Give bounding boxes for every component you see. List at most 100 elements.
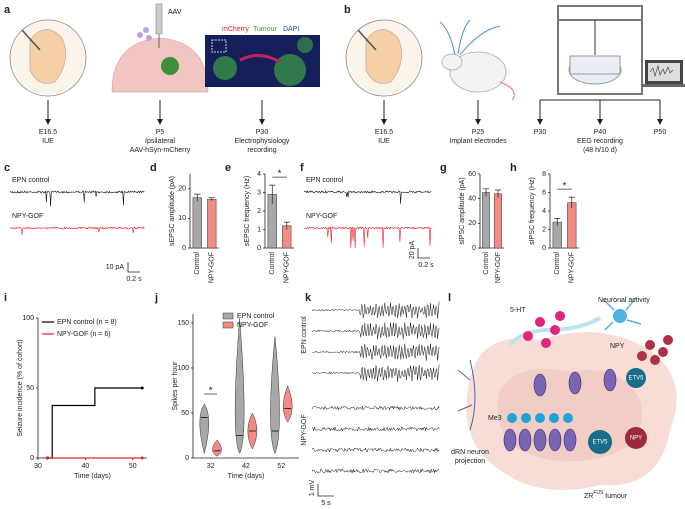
bar — [207, 198, 217, 249]
y-axis-label: sIPSC frequency (Hz) — [529, 177, 536, 245]
y-tick-label: 20 — [178, 186, 186, 193]
etv5-label: ETV5 — [592, 440, 608, 446]
eeg-trace — [311, 447, 440, 453]
y-axis-label: sEPSC amplitude (pA) — [169, 176, 176, 246]
y-tick-label: 2 — [542, 226, 546, 233]
bar — [552, 221, 562, 249]
x-tick-label: 32 — [207, 463, 215, 470]
eeg-trace — [312, 426, 440, 432]
timepoint: P40 — [594, 129, 607, 136]
legend-swatch — [222, 312, 234, 320]
group-label: NPY-GOF — [306, 213, 337, 220]
panel-label: f — [300, 162, 304, 174]
x-tick-label: NPY-GOF — [209, 252, 216, 283]
eeg-trace — [311, 301, 440, 319]
timepoint: E16.5 — [39, 129, 57, 136]
y-tick-label: 100 — [177, 365, 189, 372]
scale-label: 1 mV — [309, 480, 316, 497]
y-axis-label: sEPSC frequency (Hz) — [244, 176, 251, 246]
x-tick-label: Control — [483, 252, 490, 275]
scale-label: 10 pA — [106, 264, 125, 271]
y-tick-label: 0 — [472, 245, 476, 252]
y-tick-label: 0 — [542, 245, 546, 252]
trace — [303, 226, 432, 249]
activity-label: Neuronal activity — [598, 297, 650, 304]
panel-a-art — [9, 3, 320, 97]
y-tick-label: 60 — [468, 171, 476, 178]
timeline-a — [45, 100, 265, 125]
error-bar — [495, 189, 501, 198]
violin — [234, 318, 245, 455]
x-axis-label: Time (days) — [228, 473, 265, 480]
y-tick-label: 0 — [30, 455, 34, 462]
y-tick-label: 1 — [257, 226, 261, 233]
scale-label: 20 pA — [409, 241, 416, 260]
point — [140, 456, 144, 460]
error-bar — [568, 196, 575, 209]
stain-label: Tumour — [253, 26, 278, 33]
y-tick-label: 4 — [542, 208, 546, 215]
y-axis-label: Seizure incidence (% of cohort) — [17, 339, 24, 436]
x-tick-label: 52 — [277, 463, 285, 470]
x-tick-label: 50 — [129, 463, 137, 470]
y-tick-label: 8 — [542, 171, 546, 178]
trace — [9, 226, 145, 236]
y-tick-label: 0 — [185, 455, 189, 462]
scale-bar — [417, 248, 430, 259]
legend-label: EPN control (n = 8) — [57, 319, 117, 326]
timepoint-desc: IUE — [378, 138, 390, 145]
group-label: NPY-GOF — [301, 414, 308, 445]
panel-b-art — [345, 5, 685, 125]
eeg-trace — [311, 468, 440, 474]
panel-label: k — [305, 292, 312, 304]
panel-label: g — [440, 162, 447, 174]
bar — [494, 193, 502, 249]
scale-bar — [317, 484, 334, 497]
timepoint-desc: Electrophysiology — [235, 138, 290, 145]
timepoint-desc: AAV-hSyn-mCherry — [130, 147, 191, 154]
npy-label: NPY — [630, 436, 642, 442]
panel-label: d — [150, 162, 157, 174]
error-bar — [194, 193, 201, 202]
legend-label: EPN control — [237, 313, 275, 320]
stain-label: mCherry — [222, 26, 249, 33]
panel-label: i — [4, 292, 7, 304]
y-tick-label: 150 — [177, 320, 189, 327]
x-tick-label: NPY-GOF — [495, 252, 502, 283]
scale-bar — [127, 262, 140, 273]
significance: * — [278, 169, 282, 180]
panel-label: j — [154, 292, 158, 304]
error-bar — [483, 188, 489, 197]
eeg-trace — [311, 364, 440, 382]
tumour-rest: tumour — [603, 493, 627, 500]
y-axis-label: sIPSC amplitude (pA) — [459, 177, 466, 244]
x-tick-label: NPY-GOF — [569, 252, 576, 283]
y-tick-label: 20 — [468, 220, 476, 227]
error-bar — [554, 218, 561, 226]
x-tick-label: Control — [269, 252, 276, 275]
projection-label: projection — [455, 458, 485, 465]
x-tick-label: NPY-GOF — [284, 252, 291, 283]
x-tick-label: Control — [554, 252, 561, 275]
error-bar — [208, 197, 215, 201]
timepoint: E16.5 — [375, 129, 393, 136]
me3-label: Me3 — [488, 415, 502, 422]
eeg-trace — [311, 343, 440, 361]
bar — [192, 197, 202, 249]
x-tick-label: 30 — [34, 463, 42, 470]
y-tick-label: 50 — [26, 385, 34, 392]
error-bar — [283, 221, 290, 230]
y-tick-label: 6 — [542, 189, 546, 196]
timepoint-desc: Ipsilateral — [145, 138, 175, 145]
group-label: EPN control — [301, 316, 308, 354]
tumour-name: ZR — [584, 493, 593, 500]
stain-label: DAPI — [283, 26, 299, 33]
scale-label: 5 s — [321, 500, 331, 507]
timepoint: P25 — [472, 129, 485, 136]
group-label: EPN control — [306, 177, 344, 184]
etv5-label: ETV5 — [628, 376, 644, 382]
eeg-trace — [311, 322, 440, 340]
group-label: EPN control — [12, 177, 50, 184]
